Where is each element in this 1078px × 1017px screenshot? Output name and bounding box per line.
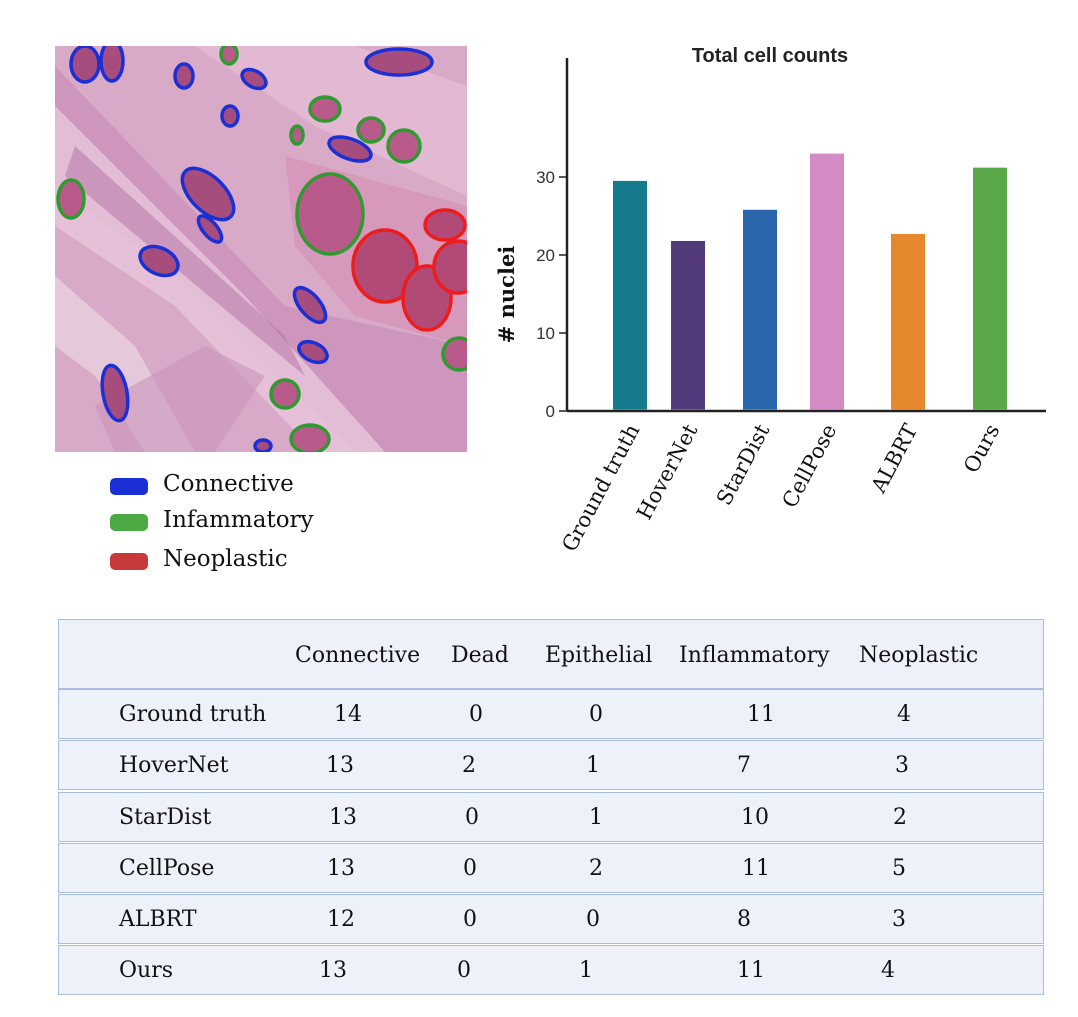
row-label: StarDist (119, 805, 212, 830)
table-cell: 2 (462, 753, 476, 778)
table-cell: 0 (465, 805, 479, 830)
x-tick-label: ALBRT (866, 420, 922, 497)
table-cell: 4 (897, 702, 911, 727)
table-cell: 5 (892, 856, 906, 881)
column-header: Epithelial (545, 643, 653, 668)
bar (613, 180, 647, 410)
x-tick-label: Ours (959, 420, 1004, 477)
bar (810, 153, 844, 410)
row-label: CellPose (119, 856, 215, 881)
table-cell: 11 (747, 702, 775, 727)
bar (891, 233, 925, 410)
table-cell: 13 (326, 753, 354, 778)
table-cell: 8 (737, 907, 751, 932)
x-tick-label: CellPose (777, 420, 841, 512)
y-tick-label: 0 (546, 402, 555, 421)
table-cell: 13 (319, 958, 347, 983)
table-cell: 7 (737, 753, 751, 778)
table-cell: 13 (327, 856, 355, 881)
row-label: HoverNet (119, 753, 229, 778)
x-tick-label: StarDist (712, 420, 775, 510)
column-header: Neoplastic (859, 643, 979, 668)
legend-label-connective: Connective (163, 471, 294, 497)
table-row: ALBRT 12 0 0 8 3 (58, 894, 1044, 944)
table-cell: 3 (895, 753, 909, 778)
bar (743, 209, 777, 410)
table-row: StarDist 13 0 1 10 2 (58, 792, 1044, 842)
row-label: Ours (119, 958, 174, 983)
bar-chart: Total cell counts 0 10 20 30 # nuclei Ground t… (494, 45, 1046, 555)
legend-label-neoplastic: Neoplastic (163, 546, 288, 572)
row-label: Ground truth (119, 702, 267, 727)
table-row: HoverNet 13 2 1 7 3 (58, 740, 1044, 790)
row-label: ALBRT (119, 907, 197, 932)
x-tick-label: Ground truth (557, 420, 644, 555)
table-cell: 0 (586, 907, 600, 932)
bar (973, 167, 1007, 410)
table-row: Ground truth 14 0 0 11 4 (58, 689, 1044, 739)
column-header: Dead (451, 643, 509, 668)
table-cell: 2 (589, 856, 603, 881)
table-cell: 0 (457, 958, 471, 983)
table-cell: 1 (586, 753, 600, 778)
table-cell: 4 (881, 958, 895, 983)
table-cell: 0 (589, 702, 603, 727)
table-cell: 12 (327, 907, 355, 932)
table-cell: 1 (579, 958, 593, 983)
y-tick-label: 30 (536, 168, 555, 187)
table-cell: 1 (589, 805, 603, 830)
table-cell: 3 (892, 907, 906, 932)
bar (671, 240, 705, 410)
table-cell: 11 (737, 958, 765, 983)
y-tick-label: 20 (536, 246, 555, 265)
table-row: Ours 13 0 1 11 4 (58, 945, 1044, 995)
table-cell: 14 (334, 702, 362, 727)
table-cell: 10 (741, 805, 769, 830)
y-axis-label: # nuclei (494, 246, 519, 344)
legend-label-inflammatory: Infammatory (163, 507, 314, 533)
table-cell: 0 (469, 702, 483, 727)
cell-count-table: Connective Dead Epithelial Inflammatory Neop… (58, 619, 1044, 995)
histology-image (55, 46, 467, 452)
table-cell: 11 (742, 856, 770, 881)
legend-swatch-inflammatory (110, 514, 148, 531)
chart-title: Total cell counts (692, 45, 848, 67)
table-header-row: Connective Dead Epithelial Inflammatory Neop… (58, 619, 1044, 689)
column-header: Inflammatory (679, 643, 830, 668)
x-tick-label: HoverNet (632, 420, 703, 524)
table-cell: 13 (329, 805, 357, 830)
column-header: Connective (295, 643, 421, 668)
legend-swatch-neoplastic (110, 553, 148, 570)
table-row: CellPose 13 0 2 11 5 (58, 843, 1044, 893)
legend-swatch-connective (110, 478, 148, 495)
table-cell: 0 (463, 856, 477, 881)
table-cell: 0 (463, 907, 477, 932)
y-tick-label: 10 (536, 324, 555, 343)
table-cell: 2 (893, 805, 907, 830)
